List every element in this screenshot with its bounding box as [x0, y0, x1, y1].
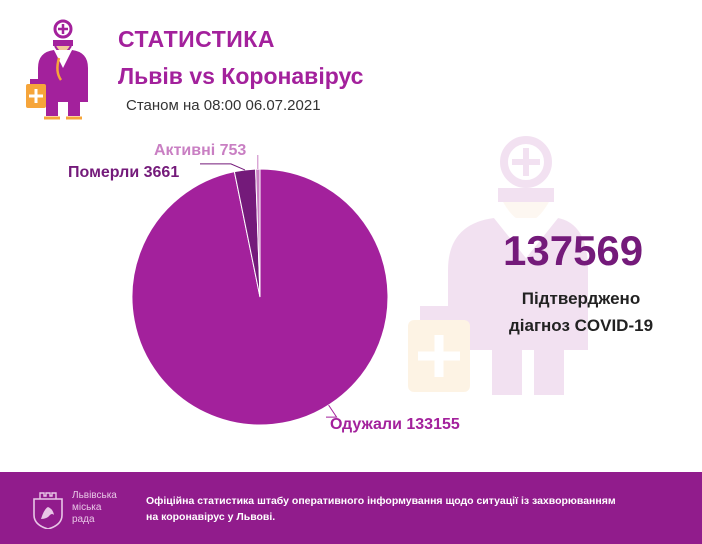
city-council-logo-icon: [33, 492, 63, 529]
page-subtitle: Львів vs Коронавірус: [118, 63, 364, 89]
confirmed-label: Підтверджено діагноз COVID-19: [496, 285, 666, 339]
city-council-name-line2: міська: [72, 502, 102, 513]
page-title: СТАТИСТИКА: [118, 26, 275, 52]
pie-slice-active: [255, 168, 261, 298]
confirmed-label-line1: Підтверджено: [521, 289, 641, 308]
city-council-name-line3: рада: [72, 514, 95, 525]
leader-line-recovered: [326, 404, 338, 418]
pie-chart: Одужали 133155 Померли 3661 Активні 753: [68, 142, 460, 433]
city-council-name-line1: Львівська: [72, 490, 117, 501]
city-council-name: Львівська міська рада: [72, 490, 132, 526]
leader-line-deaths: [200, 163, 246, 171]
footer-disclaimer: Офіційна статистика штабу оперативного і…: [146, 495, 616, 523]
footer: Львівська міська рада Офіційна статистик…: [0, 472, 702, 544]
pie-label-active: Активні 753: [154, 142, 246, 159]
confirmed-total: 137569: [503, 227, 644, 274]
pie-label-deaths: Померли 3661: [68, 164, 179, 181]
doctor-watermark-icon: [408, 136, 588, 395]
confirmed-label-line2: діагноз COVID-19: [508, 316, 654, 335]
report-date: Станом на 08:00 06.07.2021: [126, 97, 321, 114]
pie-label-recovered: Одужали 133155: [330, 416, 460, 433]
doctor-logo-icon: [26, 19, 88, 120]
